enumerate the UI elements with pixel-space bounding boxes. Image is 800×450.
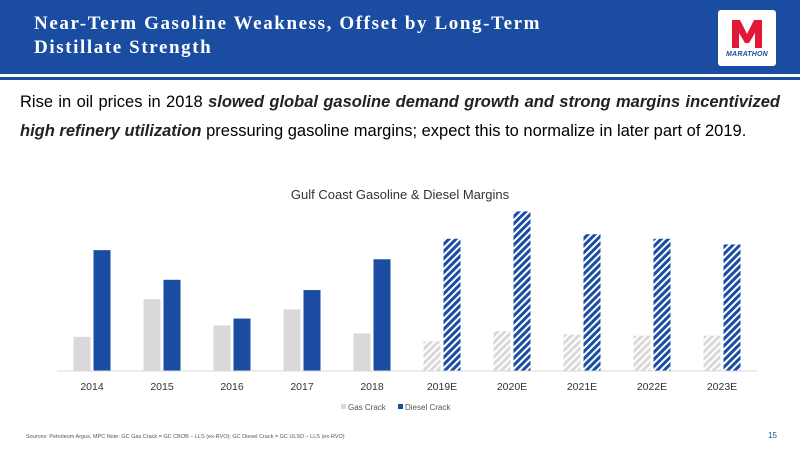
marathon-logo: MARATHON <box>718 10 776 66</box>
diesel-crack-bar-2019E <box>443 238 461 371</box>
body-highlight: slowed global gasoline demand growth and… <box>20 93 780 140</box>
gas-crack-bar-2021E <box>563 334 581 371</box>
gas-crack-bar-2022E <box>633 335 651 371</box>
x-tick-labels: 2014 2015 2016 2017 2018 2019E 2020E 2021E 2022E… <box>80 381 737 393</box>
gas-crack-bar-2017 <box>283 309 301 371</box>
body-text-part-1: Rise in oil prices in 2018 <box>20 93 209 111</box>
bars-group <box>73 211 741 371</box>
diesel-crack-bar-2015 <box>163 279 181 371</box>
gas-crack-bar-2023E <box>703 335 721 371</box>
x-tick-label: 2015 <box>150 381 174 393</box>
gas-crack-bar-2014 <box>73 336 91 371</box>
header-rule <box>0 77 800 80</box>
legend-gas-crack-swatch <box>341 404 346 409</box>
x-tick-label: 2018 <box>360 381 384 393</box>
title-line-2: Distillate Strength <box>34 37 213 58</box>
legend-diesel-crack-swatch <box>398 404 403 409</box>
diesel-crack-bar-2018 <box>373 259 391 371</box>
diesel-crack-bar-2021E <box>583 234 601 371</box>
diesel-crack-bar-2016 <box>233 318 251 371</box>
diesel-crack-bar-2020E <box>513 211 531 371</box>
x-tick-label: 2019E <box>427 381 457 393</box>
legend: Gas Crack Diesel Crack <box>341 403 451 412</box>
chart-title: Gulf Coast Gasoline & Diesel Margins <box>290 187 510 202</box>
gas-crack-bar-2016 <box>213 325 231 371</box>
legend-gas-crack-label: Gas Crack <box>348 403 387 412</box>
body-text-part-2: pressuring gasoline margins; expect this… <box>201 122 747 140</box>
x-tick-label: 2023E <box>707 381 737 393</box>
gas-crack-bar-2018 <box>353 333 371 371</box>
x-tick-label: 2017 <box>290 381 314 393</box>
legend-diesel-crack-label: Diesel Crack <box>405 403 451 412</box>
diesel-crack-bar-2023E <box>723 244 741 371</box>
x-tick-label: 2021E <box>567 381 597 393</box>
slide-title: Near-Term Gasoline Weakness, Offset by L… <box>34 12 674 60</box>
gas-crack-bar-2019E <box>423 341 441 371</box>
title-line-1: Near-Term Gasoline Weakness, Offset by L… <box>34 13 542 34</box>
x-tick-label: 2020E <box>497 381 527 393</box>
marathon-m-icon <box>732 20 762 48</box>
diesel-crack-bar-2017 <box>303 290 321 371</box>
diesel-crack-bar-2014 <box>93 250 111 371</box>
page-number: 15 <box>768 431 777 440</box>
x-tick-label: 2022E <box>637 381 667 393</box>
x-tick-label: 2014 <box>80 381 104 393</box>
x-tick-label: 2016 <box>220 381 244 393</box>
body-paragraph: Rise in oil prices in 2018 slowed global… <box>20 88 780 146</box>
header-bar: Near-Term Gasoline Weakness, Offset by L… <box>0 0 800 74</box>
logo-text: MARATHON <box>726 51 768 58</box>
footer-note: Sources: Petroleum Argus, MPC Note: GC G… <box>26 434 345 440</box>
gas-crack-bar-2020E <box>493 331 511 371</box>
gas-crack-bar-2015 <box>143 299 161 371</box>
diesel-crack-bar-2022E <box>653 238 671 371</box>
